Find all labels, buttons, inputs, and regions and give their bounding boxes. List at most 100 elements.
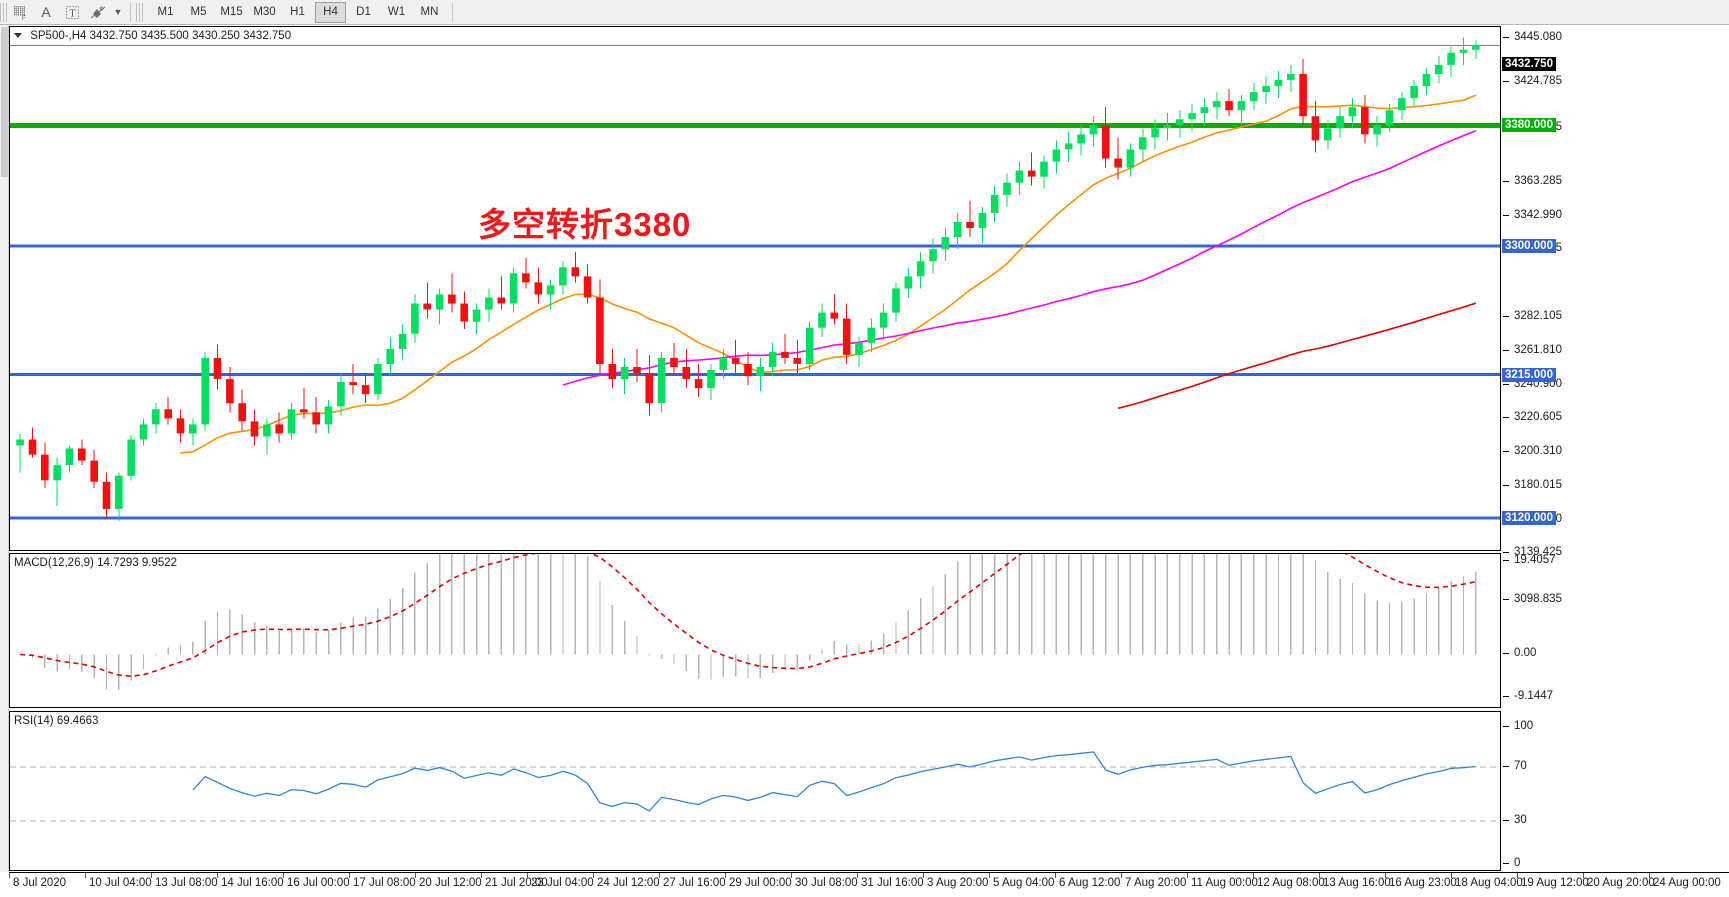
rsi-pane-header: RSI(14) 69.4663 <box>14 715 99 727</box>
axis-tick <box>1503 215 1509 216</box>
scrollbar-thumb[interactable] <box>1 27 8 177</box>
timeframe-m30[interactable]: M30 <box>253 6 276 18</box>
price-axis-label: 3139.425 <box>1514 546 1562 558</box>
text-label-icon[interactable]: A <box>41 4 51 20</box>
crosshair-grid-icon[interactable]: F <box>7 1 33 24</box>
price-pane[interactable] <box>9 26 1501 551</box>
time-axis-label: 18 Aug 04:00 <box>1455 877 1523 889</box>
timeframe-m5[interactable]: M5 <box>190 6 207 18</box>
time-axis-tick <box>1253 873 1254 878</box>
rsi-plot <box>10 751 1500 822</box>
level-badge-3300[interactable]: 3300.000 <box>1502 239 1556 254</box>
macd-pane-header: MACD(12,26,9) 14.7293 9.9522 <box>14 557 178 569</box>
time-axis[interactable]: 8 Jul 2020 10 Jul 04:00 13 Jul 08:00 14 Jul… <box>9 872 1729 897</box>
time-axis-label: 16 Jul 00:00 <box>287 877 350 889</box>
time-axis-tick <box>283 873 284 878</box>
timeframe-grip[interactable] <box>136 2 143 22</box>
time-axis-label: 19 Aug 12:00 <box>1521 877 1589 889</box>
axis-tick <box>1503 485 1509 486</box>
time-axis-tick <box>791 873 792 878</box>
time-axis-label: 8 Jul 2020 <box>13 877 67 889</box>
text-box-icon[interactable]: T <box>59 1 85 24</box>
timeframe-group: M1 M5 M15 M30 H1 H4 D1 W1 MN <box>149 1 446 23</box>
price-axis-label: 3424.785 <box>1514 75 1562 87</box>
price-axis[interactable]: 3445.0803424.7853403.8753363.2853342.990… <box>1502 26 1729 872</box>
symbol-ohlc-text: SP500-,H4 3432.750 3435.500 3430.250 343… <box>30 30 292 42</box>
drawing-tools-icon[interactable] <box>85 1 111 24</box>
axis-tick <box>1503 181 1509 182</box>
axis-tick <box>1503 560 1509 561</box>
timeframe-h1[interactable]: H1 <box>290 6 305 18</box>
price-axis-label: 3220.605 <box>1514 411 1562 423</box>
time-axis-tick <box>1649 873 1650 878</box>
last-price-badge[interactable]: 3432.750 <box>1502 57 1556 71</box>
axis-tick <box>1503 820 1509 822</box>
timeframe-w1[interactable]: W1 <box>387 6 406 18</box>
time-axis-label: 29 Jul 00:00 <box>729 877 792 889</box>
chart-area: SP500-,H4 3432.750 3435.500 3430.250 343… <box>0 25 1729 897</box>
time-axis-tick <box>349 873 350 878</box>
rsi-pane[interactable] <box>9 711 1501 871</box>
time-axis-label: 24 Aug 00:00 <box>1653 877 1721 889</box>
time-axis-label: 10 Jul 04:00 <box>89 877 152 889</box>
time-axis-label: 23 Jul 04:00 <box>531 877 594 889</box>
axis-tick <box>1503 451 1509 452</box>
price-plot <box>10 37 1500 522</box>
dropdown-arrow-icon[interactable]: ▼ <box>113 7 123 17</box>
rsi-axis-label: 0 <box>1514 857 1521 869</box>
time-axis-label: 30 Jul 08:00 <box>795 877 858 889</box>
toolbar-grip[interactable] <box>0 2 7 22</box>
time-axis-tick <box>217 873 218 878</box>
time-axis-label: 5 Aug 04:00 <box>993 877 1055 889</box>
toolbar-separator-2 <box>452 2 453 22</box>
time-axis-tick <box>1319 873 1320 878</box>
time-axis-tick <box>1187 873 1188 878</box>
price-axis-label: 3200.310 <box>1514 445 1562 457</box>
axis-tick <box>1503 384 1509 385</box>
price-axis-label: 3261.810 <box>1514 344 1562 356</box>
rsi-axis-label: 30 <box>1514 814 1527 827</box>
time-axis-tick <box>1583 873 1584 878</box>
price-axis-label: 3363.285 <box>1514 175 1562 187</box>
axis-tick <box>1503 765 1509 767</box>
axis-tick <box>1503 653 1509 655</box>
price-axis-label: 3445.080 <box>1514 31 1562 43</box>
macd-plot <box>20 554 1477 690</box>
time-axis-label: 12 Aug 08:00 <box>1257 877 1325 889</box>
time-axis-tick <box>857 873 858 878</box>
toolbar: F A T ▼ M1 M5 M15 M30 H1 H4 D1 W1 MN <box>0 0 1729 25</box>
timeframe-h4[interactable]: H4 <box>315 1 346 23</box>
level-badge-3380[interactable]: 3380.000 <box>1502 118 1556 133</box>
time-axis-tick <box>593 873 594 878</box>
timeframe-d1[interactable]: D1 <box>356 6 371 18</box>
price-axis-label: 3098.835 <box>1514 593 1562 605</box>
level-badge-3215[interactable]: 3215.000 <box>1502 367 1556 382</box>
macd-pane[interactable] <box>9 553 1501 708</box>
time-axis-label: 13 Aug 16:00 <box>1323 877 1391 889</box>
time-axis-tick <box>1517 873 1518 878</box>
timeframe-m1[interactable]: M1 <box>157 6 174 18</box>
time-axis-label: 17 Jul 08:00 <box>353 877 416 889</box>
timeframe-mn[interactable]: MN <box>420 6 439 18</box>
collapse-caret-icon[interactable] <box>14 33 22 39</box>
macd-axis-label: -9.1447 <box>1514 690 1554 702</box>
level-badge-3120[interactable]: 3120.000 <box>1502 511 1556 526</box>
time-axis-tick <box>725 873 726 878</box>
timeframe-m15[interactable]: M15 <box>220 6 243 18</box>
axis-tick <box>1503 37 1509 38</box>
time-axis-tick <box>481 873 482 878</box>
time-axis-tick <box>415 873 416 878</box>
time-axis-tick <box>1055 873 1056 878</box>
time-axis-label: 16 Aug 23:00 <box>1389 877 1457 889</box>
time-axis-label: 14 Jul 16:00 <box>221 877 284 889</box>
time-axis-label: 13 Jul 08:00 <box>155 877 218 889</box>
price-axis-label: 3342.990 <box>1514 209 1562 221</box>
time-axis-tick <box>1451 873 1452 878</box>
price-axis-label: 3180.015 <box>1514 479 1562 491</box>
time-axis-tick <box>85 873 86 878</box>
vertical-scrollbar[interactable] <box>0 25 9 872</box>
axis-tick <box>1503 726 1509 727</box>
svg-text:F: F <box>22 16 26 20</box>
rsi-axis-label: 70 <box>1514 759 1527 772</box>
